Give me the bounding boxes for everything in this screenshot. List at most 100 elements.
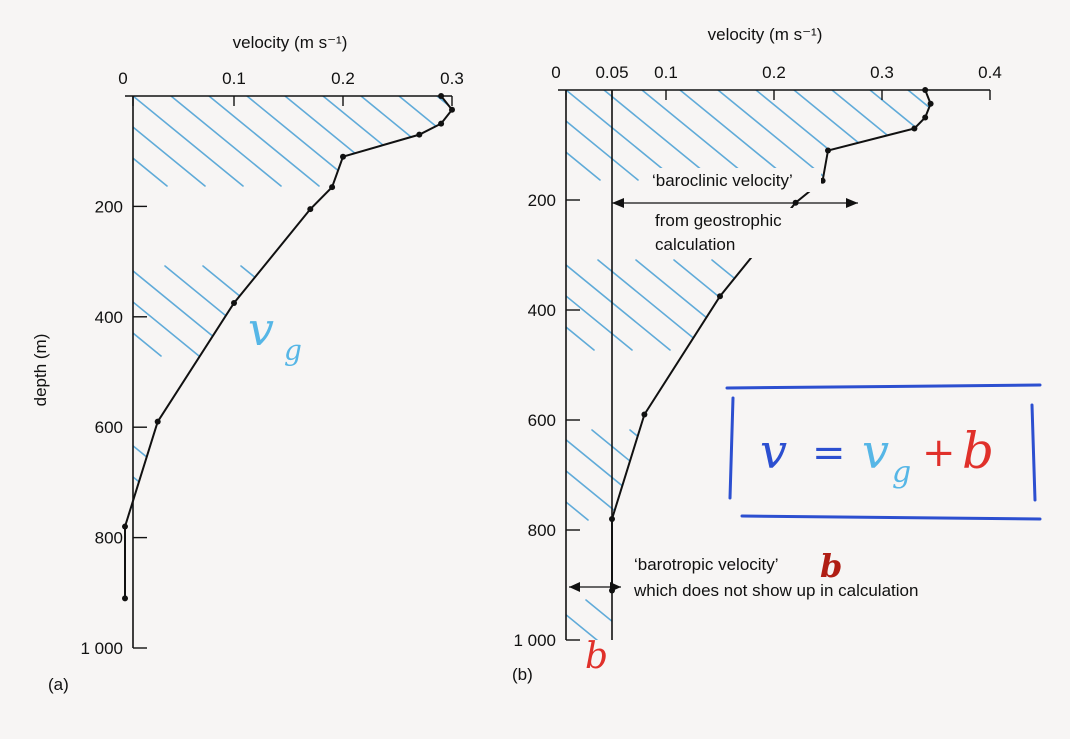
hatch-stroke-b xyxy=(174,430,284,520)
hatch-stroke-a xyxy=(875,606,985,696)
hatch-stroke-a xyxy=(887,266,997,356)
hatch-stroke-a xyxy=(475,96,585,186)
hatch-stroke-b xyxy=(585,599,697,640)
hatch-stroke-a xyxy=(1033,436,1070,526)
hatch-stroke-b xyxy=(294,260,404,350)
hatch-stroke-a xyxy=(647,606,757,696)
y-tick-label-a: 400 xyxy=(95,308,123,327)
hatch-stroke-b xyxy=(641,90,753,181)
hatch-stroke-b xyxy=(566,90,677,181)
equation-plus: + xyxy=(922,430,956,476)
hatch-stroke-a xyxy=(354,265,452,357)
hatch-stroke-b xyxy=(376,90,486,180)
hatch-stroke-a xyxy=(609,606,719,696)
hatch-stroke-b xyxy=(851,599,931,640)
hatch-stroke-a xyxy=(735,266,845,356)
hatch-stroke-b xyxy=(72,90,182,180)
hatch-stroke-b xyxy=(711,259,823,351)
y-tick-label-b: 600 xyxy=(528,411,556,430)
hatch-stroke-a xyxy=(469,266,579,356)
hatch-stroke-b xyxy=(300,90,410,180)
data-point-b xyxy=(819,177,826,184)
hatch-stroke-a xyxy=(963,266,1070,356)
hatch-stroke-a xyxy=(817,96,927,186)
hatch-stroke-a xyxy=(551,96,661,186)
hatch-stroke-a xyxy=(343,606,453,696)
hatch-stroke-b xyxy=(332,260,442,350)
panel-label-a: (a) xyxy=(48,675,69,694)
hatch-stroke-a xyxy=(272,435,384,527)
hatch-stroke-a xyxy=(761,606,871,696)
data-point-b xyxy=(641,411,648,418)
hatch-stroke-a xyxy=(837,606,947,696)
hatch-stroke-a xyxy=(513,96,623,186)
baroclinic-label-bg-2 xyxy=(648,208,810,258)
baroclinic-label-1: ‘baroclinic velocity’ xyxy=(652,171,793,190)
hatch-stroke-a xyxy=(951,606,1061,696)
hatch-stroke-a xyxy=(125,96,168,187)
hatch-stroke-a xyxy=(849,266,959,356)
hatch-stroke-a xyxy=(153,606,263,696)
hatch-stroke-a xyxy=(697,266,807,356)
data-point-b xyxy=(927,100,934,107)
hatch-stroke-a xyxy=(539,436,649,526)
hatch-stroke-b xyxy=(699,599,811,640)
hatch-stroke-b xyxy=(148,90,258,180)
hatch-stroke-b xyxy=(1022,90,1070,180)
hatch-stroke-b xyxy=(717,90,829,181)
x-axis-title-b: velocity (m s⁻¹) xyxy=(708,25,823,44)
hatch-stroke-a xyxy=(811,266,921,356)
equation-box-right xyxy=(1030,403,1037,502)
hatch-stroke-b xyxy=(288,430,398,520)
hatch-stroke-b xyxy=(825,259,931,351)
data-point-a xyxy=(329,184,336,191)
hatch-stroke-a xyxy=(0,436,79,526)
hatch-stroke-b xyxy=(414,90,524,180)
hatch-stroke-b xyxy=(1042,600,1070,690)
equation-lhs: v xyxy=(760,424,787,480)
baroclinic-arrowhead-right xyxy=(846,198,858,208)
hatch-stroke-b xyxy=(927,599,931,640)
vg-subscript: g xyxy=(284,334,302,367)
hatch-stroke-b xyxy=(66,260,176,350)
hatch-stroke-a xyxy=(229,606,339,696)
x-tick-label-a: 0 xyxy=(118,69,127,88)
hatch-stroke-a xyxy=(577,436,687,526)
equation-term1-sub: g xyxy=(892,455,911,490)
barotropic-label-1: ‘barotropic velocity’ xyxy=(634,555,779,574)
hatch-stroke-b xyxy=(566,429,589,521)
vg-handwritten-label: v g xyxy=(248,302,302,367)
baroclinic-arrowhead-left xyxy=(612,198,624,208)
data-point-a xyxy=(449,106,455,113)
hatch-stroke-b xyxy=(623,599,735,640)
y-tick-label-b: 800 xyxy=(528,521,556,540)
hatch-stroke-a xyxy=(191,606,301,696)
hatch-stroke-b xyxy=(1004,600,1070,690)
equation-box-top xyxy=(725,383,1042,390)
hatch-stroke-a xyxy=(348,435,452,527)
hatch-stroke-a xyxy=(545,266,655,356)
x-tick-label-a: 0.3 xyxy=(440,69,464,88)
hatch-stroke-a xyxy=(7,436,117,526)
equation-term1: v xyxy=(862,424,889,480)
hatch-stroke-b xyxy=(212,430,322,520)
barotropic-label-2: which does not show up in calculation xyxy=(633,581,918,600)
barotropic-arrowhead-right xyxy=(610,582,621,592)
hatch-stroke-a xyxy=(430,265,452,357)
hatch-stroke-b xyxy=(1054,260,1070,350)
y-tick-label-b: 200 xyxy=(528,191,556,210)
hatch-stroke-a xyxy=(125,265,200,357)
y-tick-label-b: 1 000 xyxy=(513,631,556,650)
hatch-stroke-b xyxy=(1060,90,1070,180)
data-point-b xyxy=(825,147,831,154)
hatch-stroke-b xyxy=(907,90,931,181)
hatch-stroke-a xyxy=(125,96,206,187)
hatch-stroke-a xyxy=(316,265,428,357)
hatch-stroke-a xyxy=(115,606,225,696)
panel-b: velocity (m s⁻¹) 0 0.05 0.1 0.2 0.3 0.4 200 400… xyxy=(66,25,1070,690)
hatch-stroke-b xyxy=(749,259,861,351)
hatch-stroke-a xyxy=(501,436,611,526)
hatch-stroke-a xyxy=(685,606,795,696)
data-point-a xyxy=(416,131,423,138)
